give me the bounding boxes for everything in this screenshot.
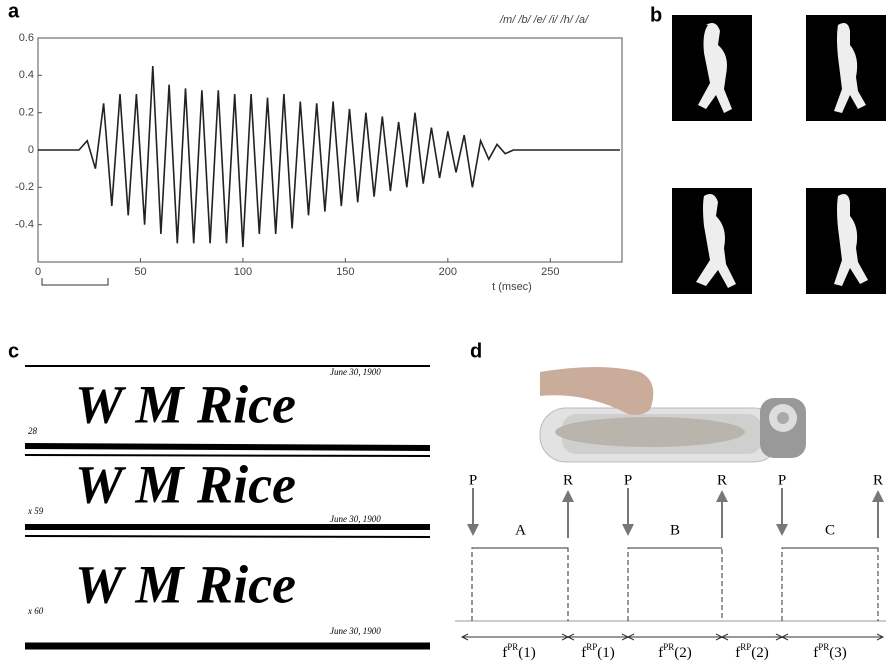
panel-label: d [470, 340, 482, 362]
y-tick-label: -0.4 [15, 219, 34, 231]
interval-label: fPR(3) [813, 642, 847, 660]
x-tick-label: 0 [35, 266, 41, 278]
press-label: P [778, 472, 786, 488]
interval-label: fRP(2) [735, 642, 769, 660]
signature-prefix: x 59 [27, 506, 44, 516]
x-tick-label: 200 [439, 266, 457, 278]
signature-prefix: x 60 [27, 606, 44, 616]
signature: W M Rice [75, 554, 296, 614]
x-tick-label: 50 [134, 266, 146, 278]
y-tick-label: 0.2 [19, 107, 34, 119]
release-label: R [873, 472, 883, 488]
x-tick-label: 250 [541, 266, 559, 278]
interval-arg: (1) [597, 645, 615, 660]
figure-canvas: a b c d -0.4 -0.2 0 0.2 0.4 0.6 0 50 100 150 200 25… [0, 0, 886, 660]
x-tick-label: 150 [336, 266, 354, 278]
timing-diagram [455, 488, 886, 640]
interval-sup: RP [740, 642, 751, 652]
release-label: R [563, 472, 573, 488]
interval-arg: (3) [829, 645, 847, 660]
signature-prefix: 28 [28, 426, 38, 436]
interval-label: fPR(2) [658, 642, 692, 660]
press-label: P [624, 472, 632, 488]
y-tick-label: 0.6 [19, 32, 34, 44]
interval-sup: PR [818, 642, 829, 652]
panel-label: b [650, 4, 662, 26]
signature-date: June 30, 1900 [330, 626, 381, 636]
annotation: /m/ /b/ /e/ /i/ /h/ /a/ [499, 14, 589, 26]
y-tick-label: -0.2 [15, 181, 34, 193]
waveform [38, 66, 620, 247]
key-label: C [825, 522, 835, 538]
signature: W M Rice [75, 454, 296, 514]
interval-arg: (1) [518, 645, 536, 660]
interval-sup: PR [663, 642, 674, 652]
signature: W M Rice [75, 374, 296, 434]
key-label: B [670, 522, 680, 538]
panel-label: c [8, 340, 19, 362]
interval-label: fPR(1) [502, 642, 536, 660]
interval-arg: (2) [751, 645, 769, 660]
device-photo [540, 367, 806, 462]
y-tick-label: 0.4 [19, 69, 34, 81]
interval-sup: RP [586, 642, 597, 652]
signature-date: June 30, 1900 [330, 367, 381, 377]
release-label: R [717, 472, 727, 488]
scale-bar [42, 278, 108, 285]
interval-sup: PR [507, 642, 518, 652]
y-tick-label: 0 [28, 144, 34, 156]
signature-date: June 30, 1900 [330, 514, 381, 524]
interval-arg: (2) [674, 645, 692, 660]
panel-label: a [8, 0, 20, 22]
x-axis-label: t (msec) [492, 281, 532, 293]
silhouette-images [672, 15, 886, 294]
figure: a b c d -0.4 -0.2 0 0.2 0.4 0.6 0 50 100 150 200 25… [0, 0, 886, 660]
press-label: P [469, 472, 477, 488]
key-label: A [515, 522, 526, 538]
interval-label: fRP(1) [581, 642, 615, 660]
x-tick-label: 100 [234, 266, 252, 278]
